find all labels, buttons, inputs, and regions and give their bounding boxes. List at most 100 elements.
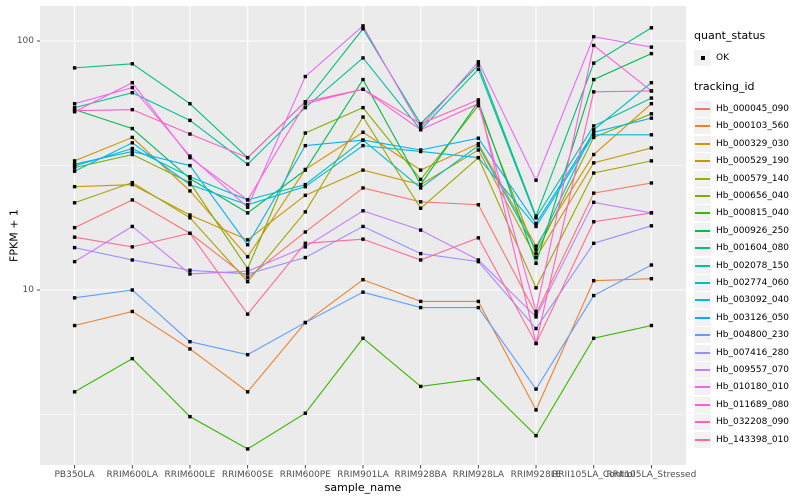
line-swatch-icon — [695, 160, 710, 163]
legend-item: Hb_032208_090 — [694, 413, 790, 431]
x-tick-label: PB350LA — [54, 470, 95, 480]
legend-item: Hb_004800_230 — [694, 326, 790, 344]
legend-item-label: Hb_000045_090 — [716, 104, 790, 115]
legend-tracking-id-items: Hb_000045_090 Hb_000103_560 Hb_000329_030 H… — [694, 100, 789, 448]
legend-item-label: Hb_000329_030 — [716, 138, 790, 149]
legend-key-box — [694, 379, 711, 396]
legend-key-box — [694, 118, 711, 135]
legend-key-box — [694, 101, 711, 118]
legend-key-box — [694, 170, 711, 187]
line-swatch-icon — [695, 195, 710, 198]
legend-key-box — [694, 49, 711, 66]
x-tick-label: RRIM928LE — [510, 470, 562, 480]
line-swatch-icon — [695, 281, 710, 284]
line-swatch-icon — [695, 421, 710, 424]
legend-key-box — [694, 205, 711, 222]
line-swatch-icon — [695, 334, 710, 337]
legend-item-label: Hb_000103_560 — [716, 121, 790, 132]
legend-key-box — [694, 153, 711, 170]
legend-item: Hb_000815_040 — [694, 205, 789, 222]
legend-item: Hb_000529_190 — [694, 153, 789, 170]
legend-key-box — [694, 222, 711, 239]
line-swatch-icon — [695, 212, 710, 215]
legend-item: Hb_000579_140 — [694, 170, 789, 187]
legend-item: Hb_000656_040 — [694, 187, 789, 205]
legend-item-label: Hb_032208_090 — [716, 417, 790, 428]
legend-item: Hb_010180_010 — [694, 379, 789, 396]
legend-item-label: Hb_000926_250 — [716, 225, 790, 236]
line-swatch-icon — [695, 247, 710, 250]
legend-item-label: Hb_003092_040 — [716, 295, 790, 306]
line-swatch-icon — [695, 264, 710, 267]
legend-item-ok: OK — [694, 49, 789, 66]
line-swatch-icon — [695, 386, 710, 389]
legend-item: Hb_003092_040 — [694, 292, 789, 309]
line-swatch-icon — [695, 351, 710, 354]
line-swatch-icon — [695, 403, 710, 406]
legend-key-box — [694, 188, 711, 205]
legend-item: Hb_001604_080 — [694, 240, 789, 257]
legend-item-label: Hb_010180_010 — [716, 382, 790, 393]
legend-item: Hb_009557_070 — [694, 361, 789, 378]
legend-item-label: Hb_011689_080 — [716, 399, 790, 410]
legend-item: Hb_002774_060 — [694, 274, 789, 291]
y-axis-title: FPKM + 1 — [7, 209, 21, 262]
legend-key-box — [694, 414, 711, 431]
x-tick-label: RRIM928BA — [394, 470, 447, 480]
legend-key-box — [694, 240, 711, 257]
point-symbol-icon — [700, 55, 705, 60]
x-tick-label: RRIM600PE — [279, 470, 331, 480]
legend-item-label: OK — [716, 52, 729, 63]
x-tick-label: RRIM600LE — [164, 470, 216, 480]
line-swatch-icon — [695, 125, 710, 128]
line-swatch-icon — [695, 229, 710, 232]
x-axis-title: sample_name — [324, 481, 402, 494]
legend-key-box — [694, 396, 711, 413]
x-tick-label: RRIM600SE — [221, 470, 274, 480]
legend-tracking-id-title: tracking_id — [694, 80, 755, 94]
legend-key-box — [694, 292, 711, 309]
legend-tracking-id: tracking_id Hb_000045_090 Hb_000103_560 Hb… — [694, 80, 789, 448]
legend: quant_status OK tracking_id Hb_000045_09… — [694, 29, 789, 462]
x-tick-label: RRIM901LA — [337, 470, 389, 480]
legend-item-label: Hb_143398_010 — [716, 434, 790, 445]
legend-item: Hb_000103_560 — [694, 118, 789, 135]
line-swatch-icon — [695, 299, 710, 302]
legend-item: Hb_000045_090 — [694, 100, 790, 118]
legend-item-label: Hb_007416_280 — [716, 347, 790, 358]
legend-item: Hb_003126_050 — [694, 309, 789, 326]
legend-item-label: Hb_001604_080 — [716, 243, 790, 254]
legend-item-label: Hb_003126_050 — [716, 312, 790, 323]
legend-quant-status: quant_status OK — [694, 29, 789, 66]
legend-key-box — [694, 361, 711, 378]
legend-key-box — [694, 257, 711, 274]
line-swatch-icon — [695, 142, 710, 145]
legend-key-box — [694, 274, 711, 291]
legend-item-label: Hb_004800_230 — [716, 330, 790, 341]
x-tick-label: RRIM600LA — [106, 470, 159, 480]
legend-item: Hb_143398_010 — [694, 431, 789, 448]
legend-key-box — [694, 327, 711, 344]
y-tick-label: 100 — [16, 36, 34, 46]
legend-item-label: Hb_000815_040 — [716, 208, 790, 219]
legend-item: Hb_011689_080 — [694, 396, 789, 413]
legend-key-box — [694, 309, 711, 326]
y-tick-label: 10 — [22, 285, 34, 295]
x-tick-label: RRIM928LA — [452, 470, 505, 480]
legend-key-box — [694, 344, 711, 361]
line-swatch-icon — [695, 177, 710, 180]
x-tick-label: RRII105LA_Control — [552, 470, 636, 480]
line-swatch-icon — [695, 108, 710, 111]
legend-item: Hb_000329_030 — [694, 135, 789, 152]
legend-item: Hb_002078_150 — [694, 257, 789, 274]
legend-item: Hb_000926_250 — [694, 222, 789, 239]
legend-key-box — [694, 431, 711, 448]
legend-quant-status-title: quant_status — [694, 29, 766, 42]
line-swatch-icon — [695, 316, 710, 319]
legend-item-label: Hb_002078_150 — [716, 260, 790, 271]
legend-item: Hb_007416_280 — [694, 344, 789, 361]
legend-item-label: Hb_002774_060 — [716, 277, 790, 288]
legend-item-label: Hb_009557_070 — [716, 364, 790, 375]
